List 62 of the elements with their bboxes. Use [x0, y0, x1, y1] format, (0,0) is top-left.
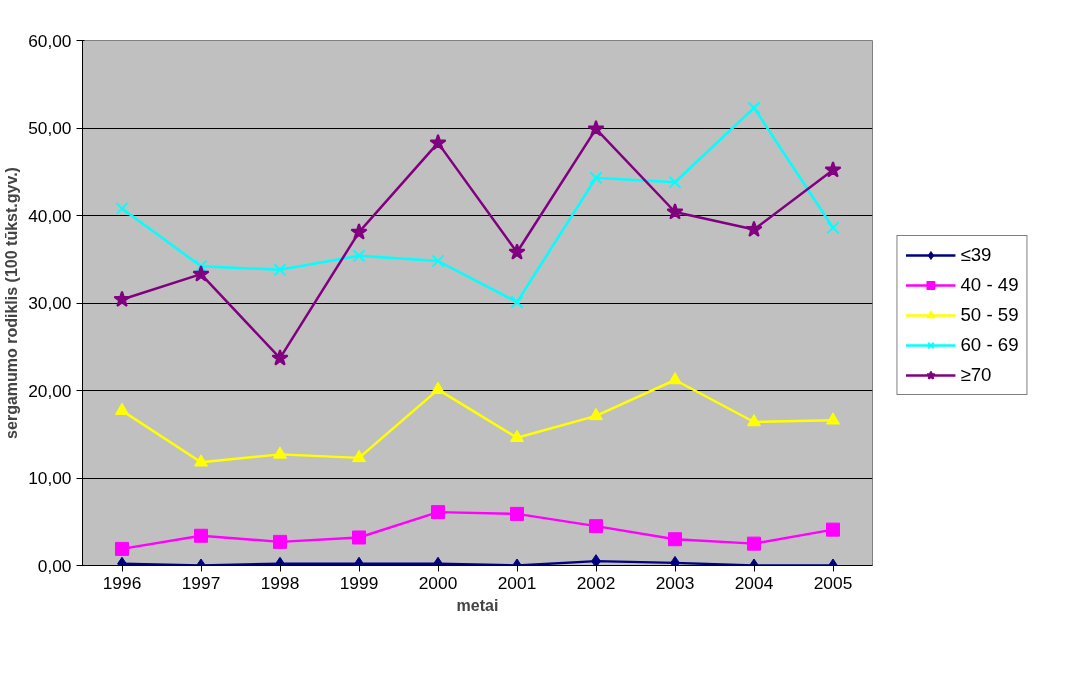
- x-tick-label: 1996: [102, 572, 142, 593]
- x-tick-label: 2001: [497, 572, 537, 593]
- point: [824, 161, 842, 178]
- point: [826, 412, 840, 425]
- x-tick-label: 1997: [181, 572, 221, 593]
- point: [589, 407, 603, 421]
- point: [113, 290, 131, 307]
- point: [194, 528, 208, 543]
- point: [115, 541, 129, 556]
- point: [194, 259, 208, 273]
- point: [587, 119, 605, 137]
- y-axis-title: sergamumo rodiklis (100 tūkst.gyv.): [3, 167, 21, 439]
- y-tick-label: 30,00: [28, 293, 72, 313]
- point: [508, 243, 526, 260]
- point: [429, 133, 447, 151]
- point: [745, 220, 763, 237]
- point: [431, 254, 445, 268]
- point: [192, 265, 210, 282]
- point: [510, 429, 524, 442]
- point: [194, 454, 208, 467]
- x-tick-label: 2002: [576, 572, 616, 593]
- y-tick-label: 0,00: [37, 555, 72, 576]
- point: [352, 249, 366, 263]
- x-tick-label: 2005: [813, 572, 853, 593]
- legend-label: 60 - 69: [960, 333, 1019, 356]
- y-tick-label: 20,00: [28, 380, 72, 401]
- point: [668, 175, 682, 189]
- legend-label: ≥70: [960, 363, 992, 386]
- point: [273, 263, 287, 277]
- point: [115, 201, 129, 216]
- point: [352, 449, 366, 463]
- x-tick-label: 2000: [418, 572, 458, 593]
- x-tick-label: 2004: [734, 572, 774, 593]
- x-tick-label: 1999: [339, 572, 379, 593]
- y-tick-label: 10,00: [28, 468, 72, 488]
- point: [352, 530, 366, 545]
- x-tick-label: 1998: [260, 572, 300, 593]
- point: [273, 446, 287, 459]
- legend-label: 40 - 49: [960, 273, 1019, 296]
- point: [510, 295, 524, 309]
- y-tick-label: 40,00: [28, 205, 72, 226]
- point: [591, 554, 601, 566]
- point: [747, 413, 761, 427]
- point: [431, 381, 445, 394]
- point: [510, 506, 524, 521]
- y-tick-label: 50,00: [28, 118, 72, 138]
- x-tick-label: 2003: [655, 572, 695, 593]
- point: [350, 223, 368, 240]
- y-tick-label: 60,00: [28, 30, 72, 51]
- point: [747, 536, 761, 551]
- point: [115, 402, 129, 415]
- legend-label: 50 - 59: [960, 303, 1019, 326]
- point: [826, 522, 840, 537]
- point: [271, 349, 289, 366]
- point: [747, 101, 761, 115]
- point: [273, 534, 287, 549]
- x-axis-title: metai: [456, 596, 499, 614]
- point: [589, 171, 603, 185]
- point: [826, 221, 840, 235]
- legend-label: ≤39: [960, 243, 992, 266]
- point: [668, 371, 682, 385]
- point: [666, 203, 684, 220]
